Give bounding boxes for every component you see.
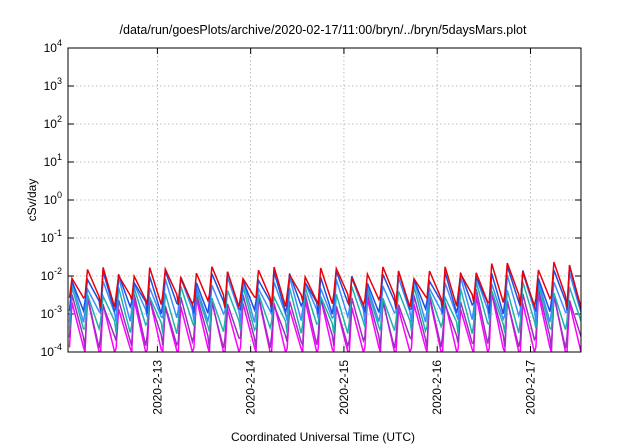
plot-frame xyxy=(67,47,582,353)
y-tick-label: 10-2 xyxy=(41,266,62,283)
y-tick-label: 10-1 xyxy=(41,228,62,245)
x-tick-label: 2020-2-17 xyxy=(523,360,537,415)
series-line xyxy=(68,261,581,309)
y-tick-labels: 10-4 10-3 10-2 10-1 100 101 102 103 104 xyxy=(41,38,62,359)
y-tick-label: 10-4 xyxy=(41,342,62,359)
y-tick-label: 104 xyxy=(44,38,62,55)
x-axis-label: Coordinated Universal Time (UTC) xyxy=(231,430,415,444)
x-tick-label: 2020-2-16 xyxy=(430,360,444,415)
y-tick-label: 103 xyxy=(44,76,62,93)
y-tick-label: 100 xyxy=(44,190,62,207)
y-tick-label: 10-3 xyxy=(41,304,62,321)
x-tick-label: 2020-2-15 xyxy=(337,360,351,415)
x-tick-labels: 2020-2-13 2020-2-14 2020-2-15 2020-2-16 2020… xyxy=(150,360,537,415)
y-tick-label: 101 xyxy=(44,152,62,169)
y-tick-label: 102 xyxy=(44,114,62,131)
x-tick-label: 2020-2-13 xyxy=(150,360,164,415)
y-axis-label: cSv/day xyxy=(25,179,39,222)
x-tick-label: 2020-2-14 xyxy=(244,360,258,415)
chart-title: /data/run/goesPlots/archive/2020-02-17/1… xyxy=(120,23,527,37)
series-group xyxy=(68,261,581,352)
